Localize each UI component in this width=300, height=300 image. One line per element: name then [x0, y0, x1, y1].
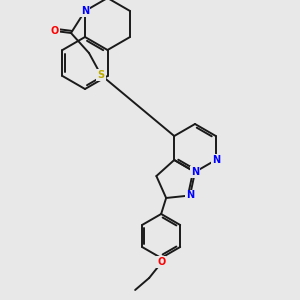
Text: O: O: [51, 26, 59, 36]
Text: S: S: [98, 70, 105, 80]
Text: N: N: [191, 167, 199, 177]
Text: N: N: [212, 155, 220, 165]
Text: N: N: [186, 190, 194, 200]
Text: N: N: [81, 6, 89, 16]
Text: O: O: [157, 257, 165, 267]
Text: N: N: [191, 167, 199, 177]
